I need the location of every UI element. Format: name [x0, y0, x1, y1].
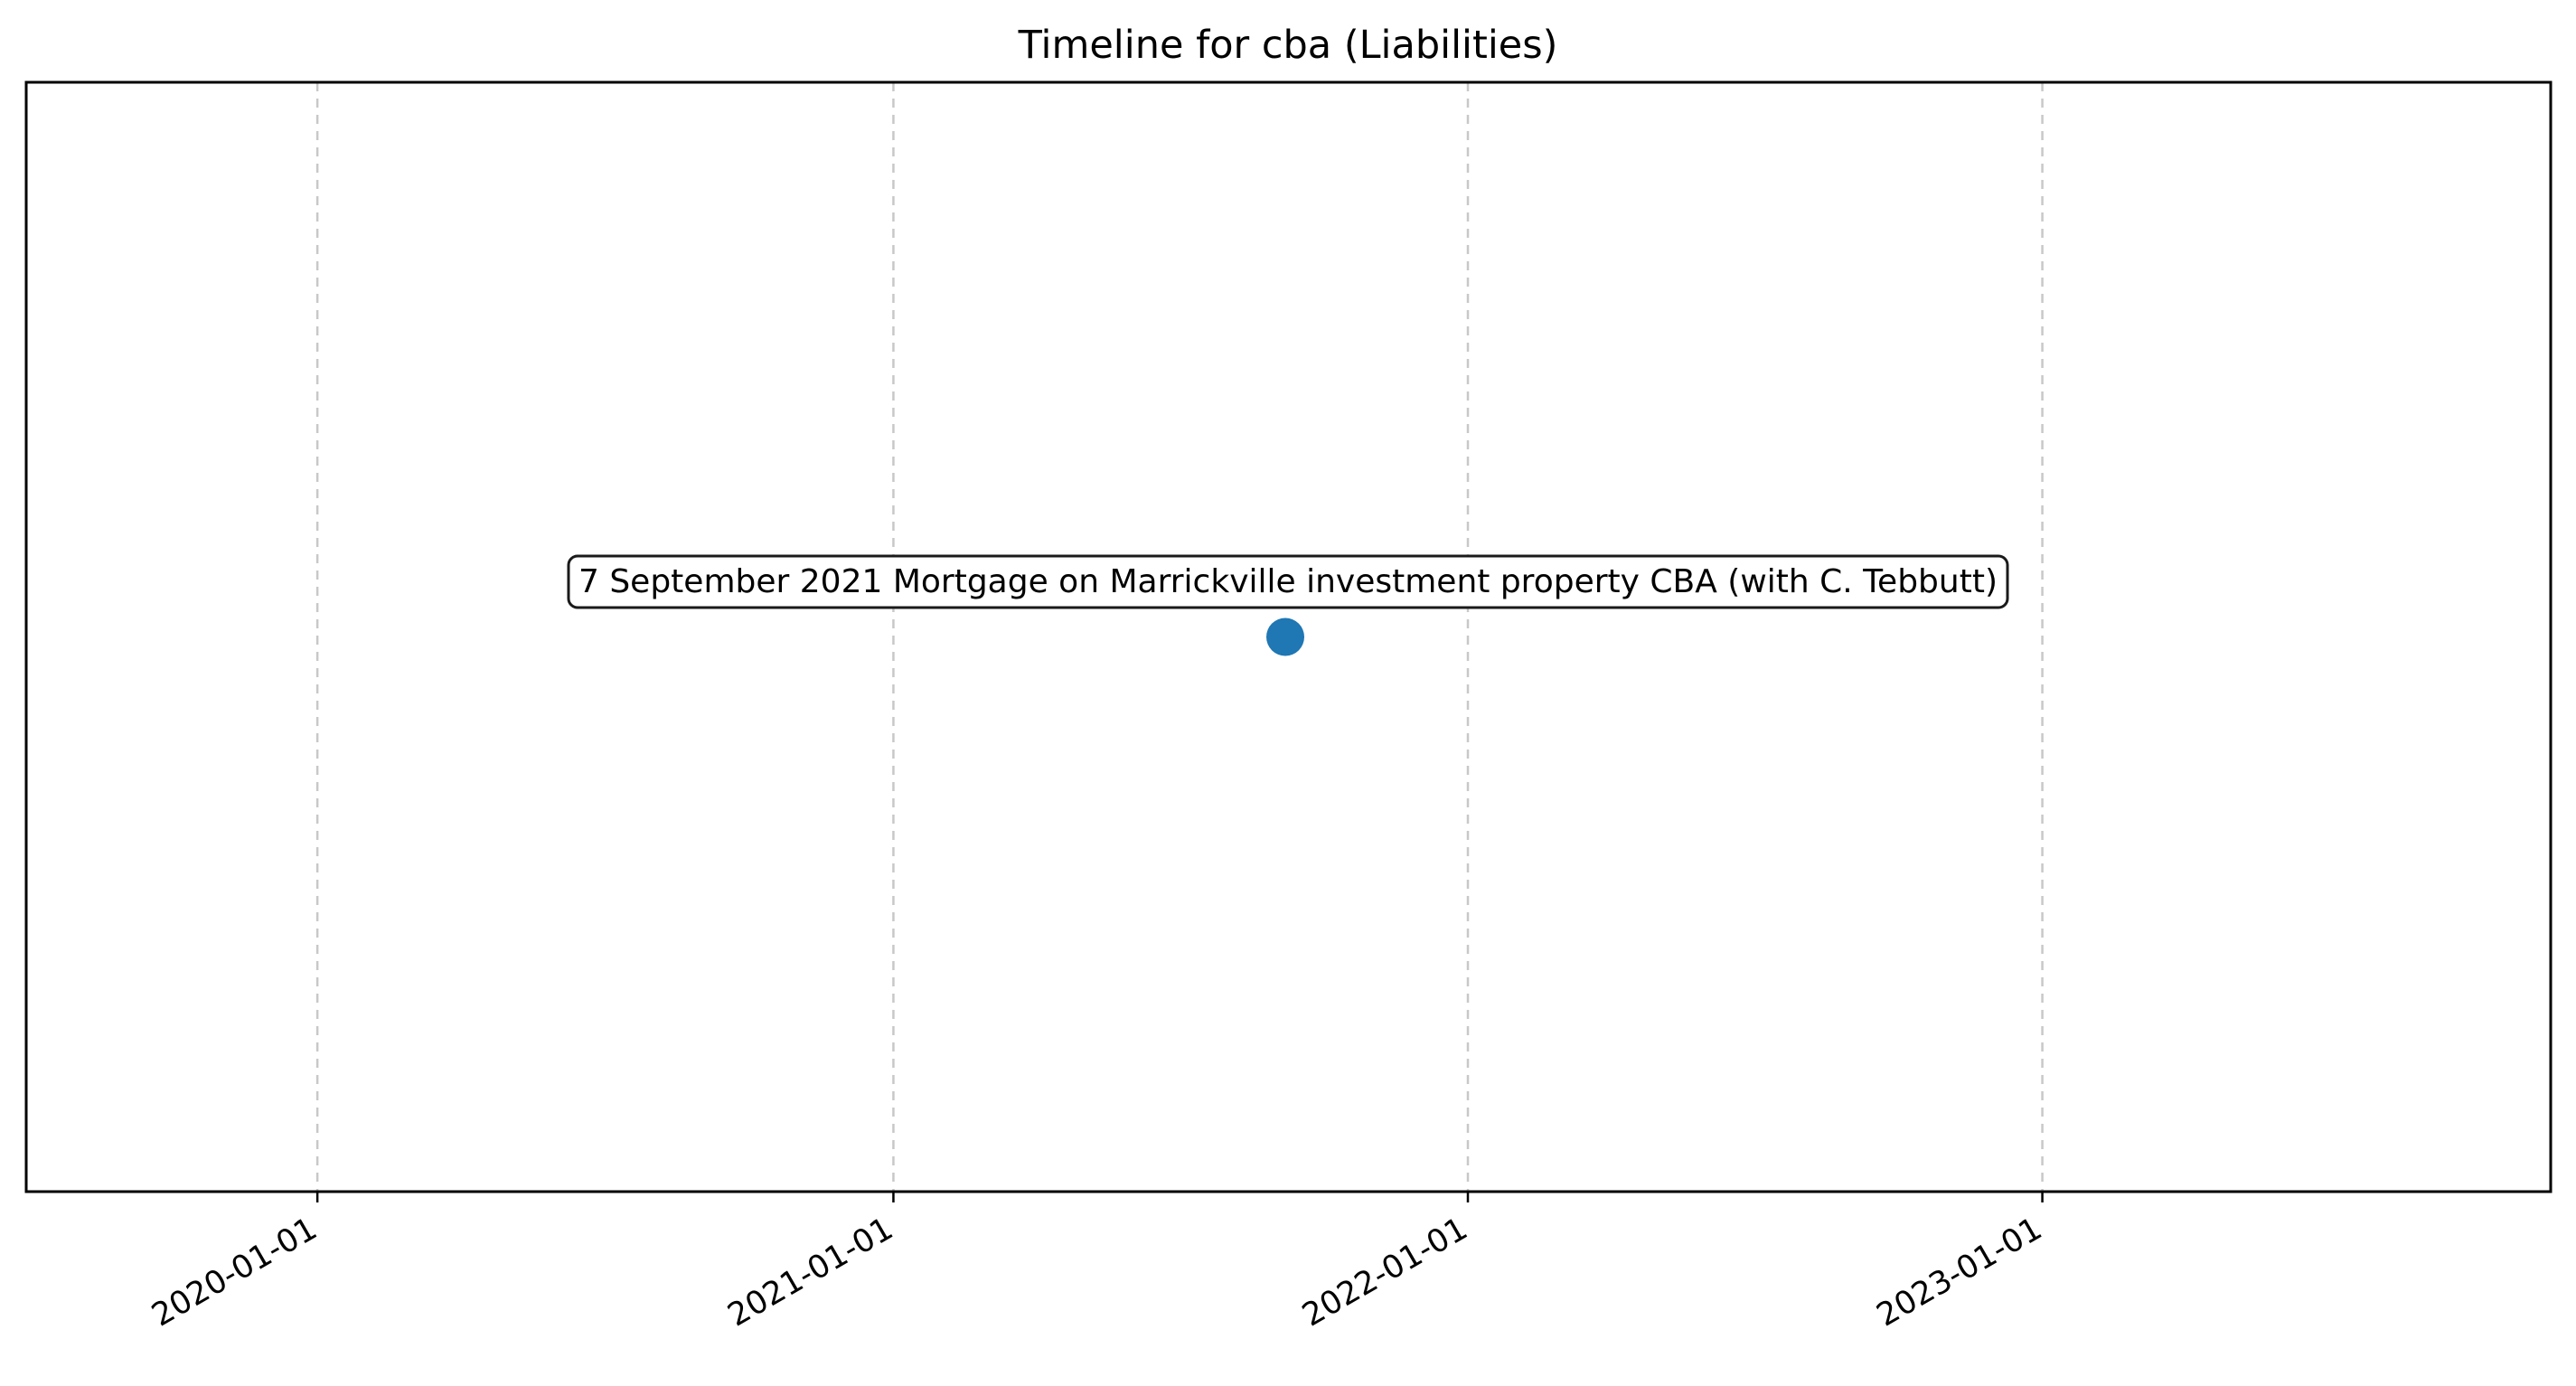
plot-frame: [24, 80, 2552, 1193]
chart-title: Timeline for cba (Liabilities): [1018, 23, 1558, 68]
event-label: 7 September 2021 Mortgage on Marrickvill…: [578, 563, 1998, 600]
x-tick-label: 2021-01-01: [722, 1211, 899, 1334]
x-tick-label: 2022-01-01: [1296, 1211, 1473, 1334]
x-tick-label: 2020-01-01: [146, 1211, 323, 1334]
x-axis: 2020-01-01 2021-01-01 2022-01-01 2023-01-01: [146, 1192, 2048, 1334]
grid-layer: [315, 82, 2044, 1192]
event-point: [1266, 618, 1305, 656]
event-label-box: [567, 554, 2009, 609]
x-tick-label: 2023-01-01: [1871, 1211, 2048, 1334]
timeline-event: 7 September 2021 Mortgage on Marrickvill…: [567, 554, 2009, 656]
event-layer: 7 September 2021 Mortgage on Marrickvill…: [567, 554, 2009, 656]
